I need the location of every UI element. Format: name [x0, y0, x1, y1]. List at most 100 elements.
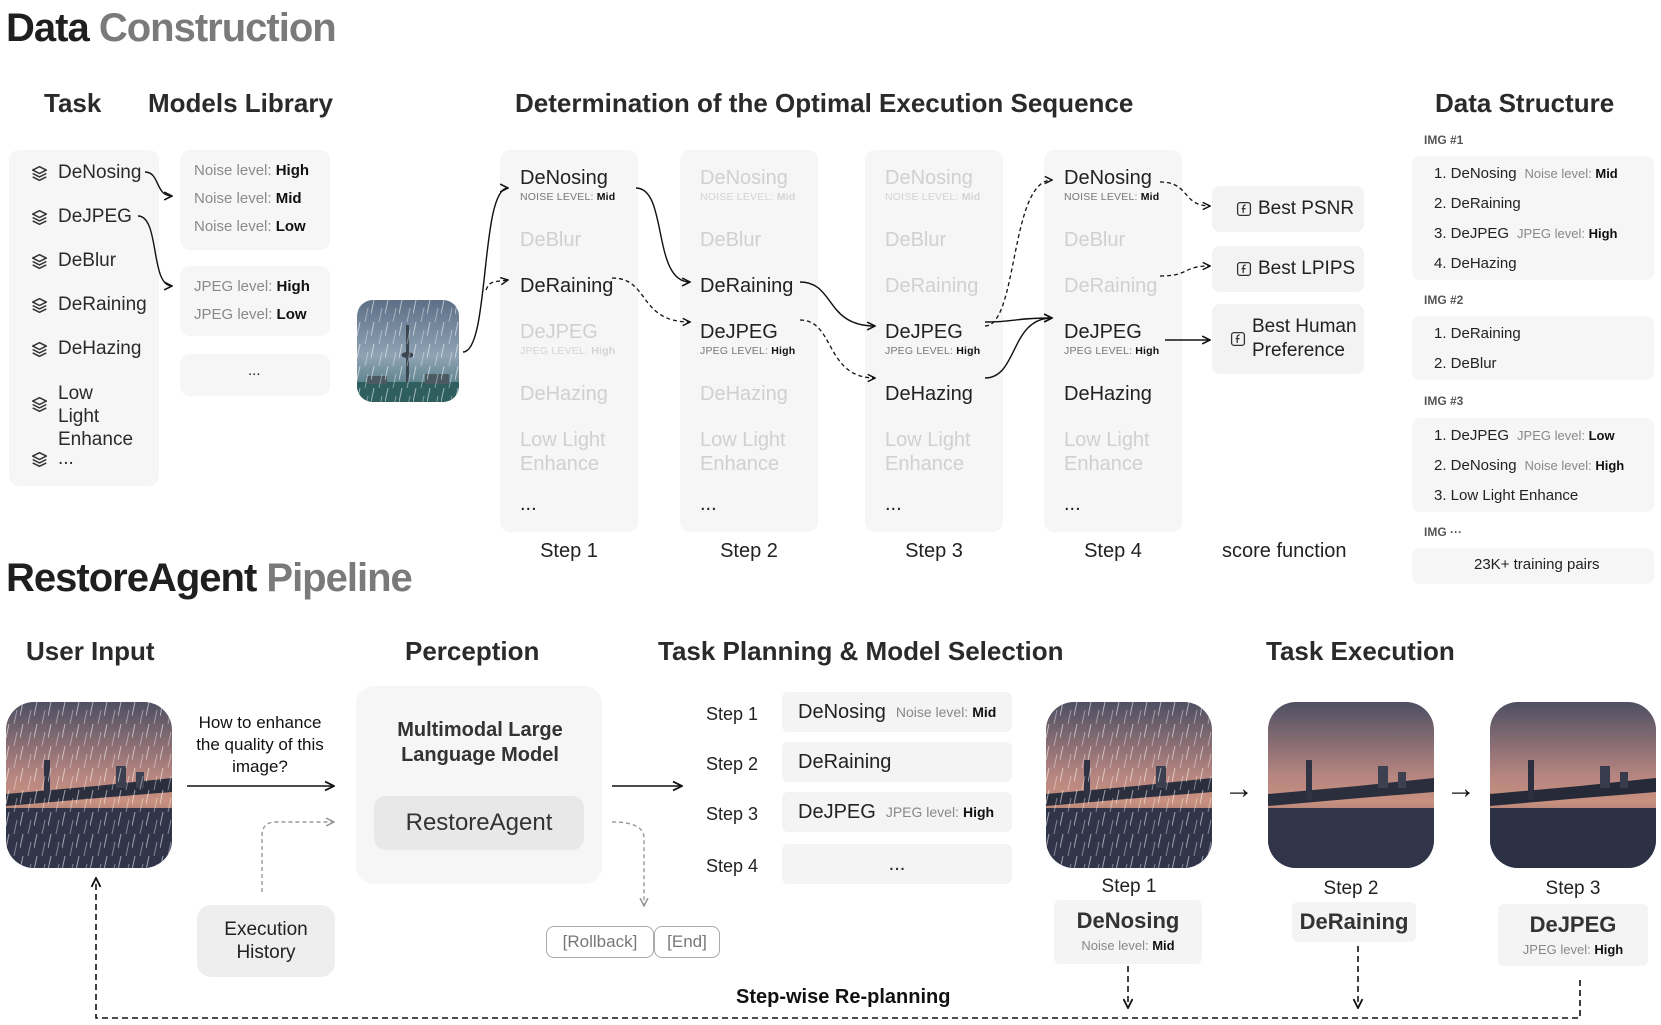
noise-level-value: High	[275, 162, 310, 179]
col-item-deraining: DeRaining	[1064, 275, 1158, 297]
noise-level-key: Noise level:	[194, 218, 276, 235]
noise-level-high: Noise level: High	[194, 162, 309, 179]
connector-lines	[137, 171, 1661, 600]
noise-level-value: Low	[275, 218, 306, 235]
plan-step-label: Step 4	[706, 856, 759, 876]
mllm-label: Multimodal Large Language Model	[397, 719, 563, 766]
user-input-photo	[6, 702, 172, 868]
ds-value: High	[1588, 226, 1618, 241]
col-item-sub: NOISE LEVEL: Mid	[520, 190, 615, 204]
execution-history-label: Execution History	[224, 919, 308, 963]
plan-row-4: ...	[782, 844, 1012, 884]
sub-value: High	[956, 345, 981, 357]
col-item-deblur: DeBlur	[700, 229, 762, 251]
col-item-sub: JPEG LEVEL: High	[700, 344, 795, 358]
task-low-light: Low Light Enhance	[31, 382, 133, 451]
sub-key: NOISE LEVEL:	[1064, 191, 1141, 203]
exec-task: DeJPEG	[1529, 912, 1617, 937]
plan-task: DeRaining	[798, 750, 892, 773]
rollback-token: [Rollback]	[546, 926, 654, 958]
title-dark: RestoreAgent	[6, 556, 257, 600]
noise-models-panel: Noise level: High Noise level: Mid Noise…	[180, 150, 330, 250]
col-item-more: ...	[700, 493, 717, 515]
title-light: Construction	[98, 6, 337, 50]
exec-box-1: DeNosing Noise level: Mid	[1054, 900, 1202, 964]
ds-entry: 1. DeNosing Noise level: Mid	[1434, 165, 1618, 182]
sub-key: JPEG LEVEL:	[1064, 345, 1136, 357]
col-item-dehazing: DeHazing	[520, 383, 608, 405]
task-deblur: DeBlur	[31, 250, 116, 272]
noise-level-mid: Noise level: Mid	[194, 190, 302, 207]
user-question: How to enhance the quality of this image…	[196, 713, 324, 776]
col-item-sub: JPEG LEVEL: High	[1064, 344, 1159, 358]
step-label-2: Step 2	[720, 540, 778, 562]
score-label: Best LPIPS	[1258, 258, 1356, 279]
col-item-low-light: Low Light Enhance	[1064, 429, 1150, 475]
img1-box: 1. DeNosing Noise level: Mid 2. DeRaining…	[1412, 156, 1654, 280]
plan-key: JPEG level:	[885, 804, 959, 820]
step-column-2: DeNosing NOISE LEVEL: Mid DeBlur DeRainin…	[680, 150, 818, 532]
step-label-4: Step 4	[1084, 540, 1142, 562]
sub-key: JPEG LEVEL:	[700, 345, 772, 357]
ds-entry: 2. DeBlur	[1434, 355, 1497, 372]
exec-key: JPEG level:	[1522, 942, 1595, 957]
perception-header: Perception	[405, 636, 540, 666]
ds-value: High	[1595, 458, 1625, 473]
sub-value: Mid	[1140, 191, 1160, 203]
title-light: Pipeline	[266, 556, 412, 600]
ds-text: 1. DeJPEG	[1434, 427, 1510, 444]
pipeline-connectors	[0, 600, 1581, 1019]
jpeg-models-panel: JPEG level: High JPEG level: Low	[180, 266, 330, 336]
ds-key: Noise level:	[1524, 166, 1596, 181]
sub-value: Mid	[961, 191, 981, 203]
col-item-label: DeJPEG	[520, 321, 598, 343]
ds-text: 3. DeJPEG	[1434, 225, 1510, 242]
exec-value: High	[1594, 942, 1624, 957]
col-item-more: ...	[885, 493, 902, 515]
col-item-denoising: DeNosing NOISE LEVEL: Mid	[700, 166, 795, 204]
determination-header: Determination of the Optimal Execution S…	[515, 88, 1134, 118]
col-item-sub: JPEG LEVEL: High	[885, 344, 980, 358]
plan-task: DeJPEG	[798, 800, 876, 823]
exec-sub: Noise level: Mid	[1054, 938, 1202, 953]
col-item-dejpeg: DeJPEG JPEG LEVEL: High	[1064, 320, 1159, 358]
sub-key: NOISE LEVEL:	[885, 191, 962, 203]
jpeg-level-low: JPEG level: Low	[194, 306, 307, 323]
task-denoising: DeNosing	[31, 162, 141, 184]
exec-box-3: DeJPEG JPEG level: High	[1498, 904, 1648, 966]
score-best-lpips: Best LPIPS	[1212, 246, 1364, 292]
jpeg-level-value: Low	[276, 306, 307, 323]
col-item-label: DeJPEG	[700, 321, 778, 343]
ds-entry: 2. DeRaining	[1434, 195, 1521, 212]
title-dark: Data	[6, 6, 90, 50]
sub-key: NOISE LEVEL:	[700, 191, 777, 203]
col-item-deraining: DeRaining	[885, 275, 979, 297]
img1-label: IMG #1	[1424, 133, 1464, 147]
task-label: DeRaining	[58, 294, 147, 315]
models-library-header: Models Library	[148, 88, 333, 118]
ds-key: JPEG level:	[1517, 226, 1589, 241]
sub-key: JPEG LEVEL:	[885, 345, 957, 357]
plan-row-2: DeRaining	[782, 742, 1012, 782]
noise-level-key: Noise level:	[194, 162, 276, 179]
jpeg-level-key: JPEG level:	[194, 306, 277, 323]
col-item-denoising: DeNosing NOISE LEVEL: Mid	[520, 166, 615, 204]
col-item-denoising: DeNosing NOISE LEVEL: Mid	[885, 166, 980, 204]
col-item-more: ...	[520, 493, 537, 515]
sub-value: Mid	[776, 191, 796, 203]
col-item-deblur: DeBlur	[885, 229, 947, 251]
jpeg-level-value: High	[276, 278, 310, 295]
sub-value: High	[591, 345, 616, 357]
col-item-label: DeNosing	[700, 167, 788, 189]
exec-key: Noise level:	[1081, 938, 1153, 953]
img3-box: 1. DeJPEG JPEG level: Low 2. DeNosing Nois…	[1412, 418, 1654, 512]
noise-level-key: Noise level:	[194, 190, 276, 207]
step-label-1: Step 1	[540, 540, 598, 562]
task-dehazing: DeHazing	[31, 338, 141, 360]
arrow-icon: →	[1224, 772, 1254, 805]
col-item-dejpeg: DeJPEG JPEG LEVEL: High	[885, 320, 980, 358]
arrow-icon: →	[1446, 772, 1476, 805]
exec-box-2: DeRaining	[1292, 902, 1416, 942]
jpeg-level-key: JPEG level:	[194, 278, 277, 295]
plan-task: ...	[888, 852, 906, 875]
